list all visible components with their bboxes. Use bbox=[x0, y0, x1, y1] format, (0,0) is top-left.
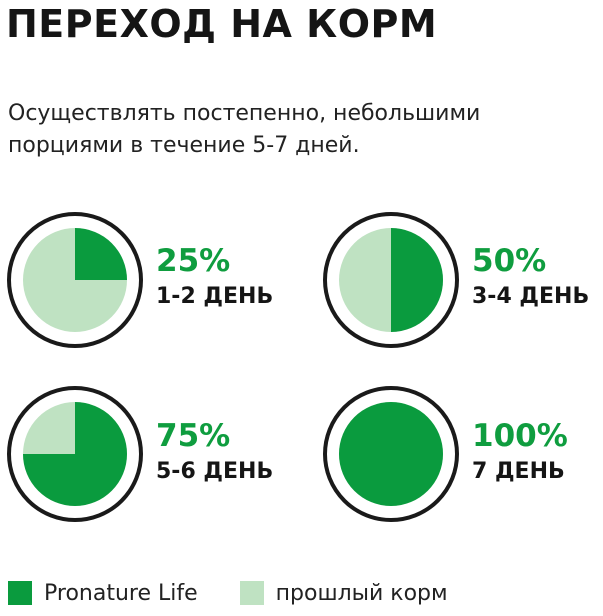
legend-item-old-food: прошлый корм bbox=[239, 580, 448, 606]
legend-label-old-food: прошлый корм bbox=[275, 580, 448, 606]
legend-swatch-new-food bbox=[8, 581, 32, 605]
percent-step-1: 25% bbox=[156, 243, 231, 279]
day-step-4: 7 ДЕНЬ bbox=[472, 459, 565, 484]
day-step-3: 5-6 ДЕНЬ bbox=[156, 459, 274, 484]
pie-step-2 bbox=[323, 212, 459, 348]
legend-label-new-food: Pronature Life bbox=[44, 580, 198, 606]
pie-step-1 bbox=[7, 212, 143, 348]
pie-slice-new-food bbox=[75, 228, 127, 280]
legend-item-new-food: Pronature Life bbox=[8, 581, 198, 606]
percent-step-2: 50% bbox=[472, 243, 547, 279]
page-title: ПЕРЕХОД НА КОРМ bbox=[6, 2, 438, 46]
pie-step-3 bbox=[7, 386, 143, 522]
day-step-1: 1-2 ДЕНЬ bbox=[156, 284, 274, 309]
percent-step-4: 100% bbox=[472, 418, 568, 454]
pie-slice-new-food bbox=[339, 402, 443, 506]
pie-step-4 bbox=[323, 386, 459, 522]
pie-slice-new-food bbox=[391, 228, 443, 332]
day-step-2: 3-4 ДЕНЬ bbox=[472, 284, 590, 309]
legend-swatch-old-food bbox=[239, 581, 264, 605]
pie-slice-new-food bbox=[23, 402, 127, 506]
instruction-text: Осуществлять постепенно, небольшими порц… bbox=[8, 101, 481, 158]
percent-step-3: 75% bbox=[156, 418, 231, 454]
legend: Pronature Life прошлый корм bbox=[8, 578, 490, 608]
